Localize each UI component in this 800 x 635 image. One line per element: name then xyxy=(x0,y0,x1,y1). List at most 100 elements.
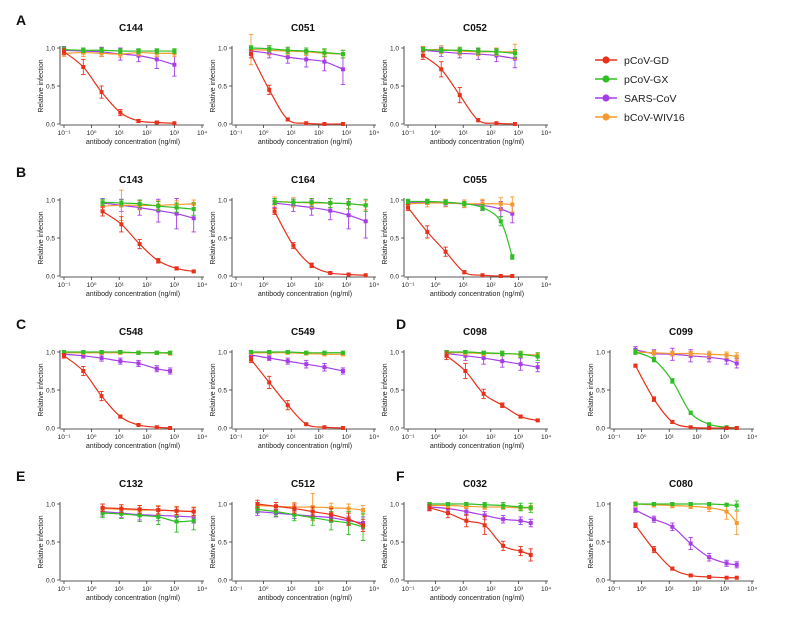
data-point-bCoV-WIV16 xyxy=(100,204,105,209)
data-point-pCoV-GX xyxy=(457,48,462,53)
data-point-bCoV-WIV16 xyxy=(707,505,712,510)
data-point-pCoV-GX xyxy=(267,350,272,354)
x-tick-label: 10⁰ xyxy=(431,434,441,441)
data-point-SARS-CoV xyxy=(154,57,159,62)
data-point-SARS-CoV xyxy=(81,353,86,358)
data-point-SARS-CoV xyxy=(267,356,272,361)
data-point-pCoV-GX xyxy=(267,46,272,51)
data-point-pCoV-GX xyxy=(137,201,142,206)
data-point-pCoV-GX xyxy=(309,200,314,205)
panel-label-A: A xyxy=(16,12,26,28)
data-point-pCoV-GD xyxy=(62,49,66,54)
y-tick-label: 0.0 xyxy=(46,425,55,432)
x-tick-label: 10³ xyxy=(342,282,352,289)
x-tick-label: 10³ xyxy=(170,434,180,441)
data-point-pCoV-GX xyxy=(100,200,105,205)
y-tick-label: 1.0 xyxy=(390,197,399,204)
data-point-pCoV-GX xyxy=(172,49,177,54)
data-point-pCoV-GD xyxy=(156,508,161,513)
y-axis-label: Relative infection xyxy=(210,59,217,112)
x-tick-label: 10¹ xyxy=(114,130,124,137)
y-axis-label: Relative infection xyxy=(588,515,595,568)
legend-marker-pCoV-GD xyxy=(602,56,610,64)
data-point-pCoV-GD xyxy=(99,90,104,95)
data-point-pCoV-GD xyxy=(707,426,712,430)
x-tick-label: 10² xyxy=(314,282,324,289)
series-line-SARS-CoV xyxy=(446,352,538,368)
data-point-bCoV-WIV16 xyxy=(724,353,729,358)
data-point-SARS-CoV xyxy=(510,211,515,216)
data-point-pCoV-GX xyxy=(445,502,450,506)
data-point-SARS-CoV xyxy=(99,356,104,361)
x-axis-label: antibody concentration (ng/ml) xyxy=(258,291,352,298)
data-point-pCoV-GX xyxy=(81,48,86,53)
x-tick-label: 10⁻¹ xyxy=(230,130,244,137)
data-point-bCoV-WIV16 xyxy=(118,52,123,57)
y-tick-label: 1.0 xyxy=(390,501,399,508)
data-point-pCoV-GD xyxy=(100,505,105,510)
data-point-bCoV-WIV16 xyxy=(329,505,334,510)
x-tick-label: 10⁴ xyxy=(747,434,757,441)
series-line-pCoV-GD xyxy=(274,211,366,276)
data-point-pCoV-GX xyxy=(156,514,161,519)
chart-panel-C080: C080 0.0 0.5 1.0 10⁻¹ 10⁰ 10¹ 10² 10³ 10⁴ Relative… xyxy=(588,479,757,593)
series-line-pCoV-GD xyxy=(422,55,515,125)
x-tick-label: 10⁴ xyxy=(541,434,551,441)
x-tick-label: 10⁰ xyxy=(87,282,97,289)
x-tick-label: 10⁰ xyxy=(259,282,269,289)
legend-label-pCoV-GX: pCoV-GX xyxy=(624,74,668,86)
data-point-pCoV-GX xyxy=(136,49,141,54)
data-point-SARS-CoV xyxy=(168,369,173,373)
x-tick-label: 10³ xyxy=(514,282,524,289)
data-point-pCoV-GD xyxy=(304,121,309,126)
y-axis-label: Relative infection xyxy=(210,515,217,568)
data-point-SARS-CoV xyxy=(633,508,638,513)
x-tick-label: 10² xyxy=(314,434,324,441)
x-tick-label: 10³ xyxy=(514,586,524,593)
x-tick-label: 10⁰ xyxy=(259,130,269,137)
data-point-SARS-CoV xyxy=(734,361,739,366)
series-line-pCoV-GD xyxy=(446,355,538,421)
x-tick-label: 10¹ xyxy=(114,282,124,289)
chart-title: C098 xyxy=(463,327,487,338)
y-tick-label: 0.5 xyxy=(596,539,605,546)
y-axis-label: Relative infection xyxy=(382,515,389,568)
data-point-pCoV-GD xyxy=(273,504,278,509)
data-point-pCoV-GD xyxy=(510,274,515,278)
x-tick-label: 10⁻¹ xyxy=(58,130,72,137)
y-axis-label: Relative infection xyxy=(38,59,45,112)
data-point-pCoV-GD xyxy=(118,110,123,115)
data-point-bCoV-WIV16 xyxy=(734,521,739,525)
legend-marker-pCoV-GX xyxy=(602,75,610,83)
legend: pCoV-GD pCoV-GX SARS-CoV bCoV-WIV16 xyxy=(595,55,685,124)
data-point-bCoV-WIV16 xyxy=(498,201,503,206)
x-axis-label: antibody concentration (ng/ml) xyxy=(86,291,180,298)
data-point-pCoV-GX xyxy=(482,502,487,507)
data-point-SARS-CoV xyxy=(174,211,179,216)
x-tick-label: 10⁰ xyxy=(87,434,97,441)
y-tick-label: 0.5 xyxy=(596,387,605,394)
y-axis-label: Relative infection xyxy=(210,363,217,416)
data-point-pCoV-GX xyxy=(425,199,430,204)
data-point-pCoV-GD xyxy=(322,122,327,126)
data-point-pCoV-GD xyxy=(421,53,426,58)
chart-panel-C512: C512 0.0 0.5 1.0 10⁻¹ 10⁰ 10¹ 10² 10³ 10⁴ Relative… xyxy=(210,479,379,602)
y-tick-label: 0.0 xyxy=(218,121,227,128)
panel-label-B: B xyxy=(16,164,26,180)
legend-marker-bCoV-WIV16 xyxy=(602,113,610,121)
data-point-pCoV-GX xyxy=(500,351,505,356)
data-point-pCoV-GD xyxy=(154,425,159,430)
y-axis-label: Relative infection xyxy=(38,211,45,264)
x-tick-label: 10¹ xyxy=(286,586,296,593)
data-point-SARS-CoV xyxy=(528,521,533,525)
data-point-pCoV-GD xyxy=(494,121,499,126)
data-point-pCoV-GX xyxy=(510,255,515,259)
y-axis-label: Relative infection xyxy=(38,363,45,416)
y-tick-label: 0.0 xyxy=(46,273,55,280)
x-tick-label: 10¹ xyxy=(664,586,674,593)
data-point-pCoV-GX xyxy=(498,219,503,224)
data-point-pCoV-GD xyxy=(651,547,656,552)
y-tick-label: 1.0 xyxy=(218,501,227,508)
x-tick-label: 10⁰ xyxy=(87,130,97,137)
data-point-pCoV-GD xyxy=(707,574,712,579)
